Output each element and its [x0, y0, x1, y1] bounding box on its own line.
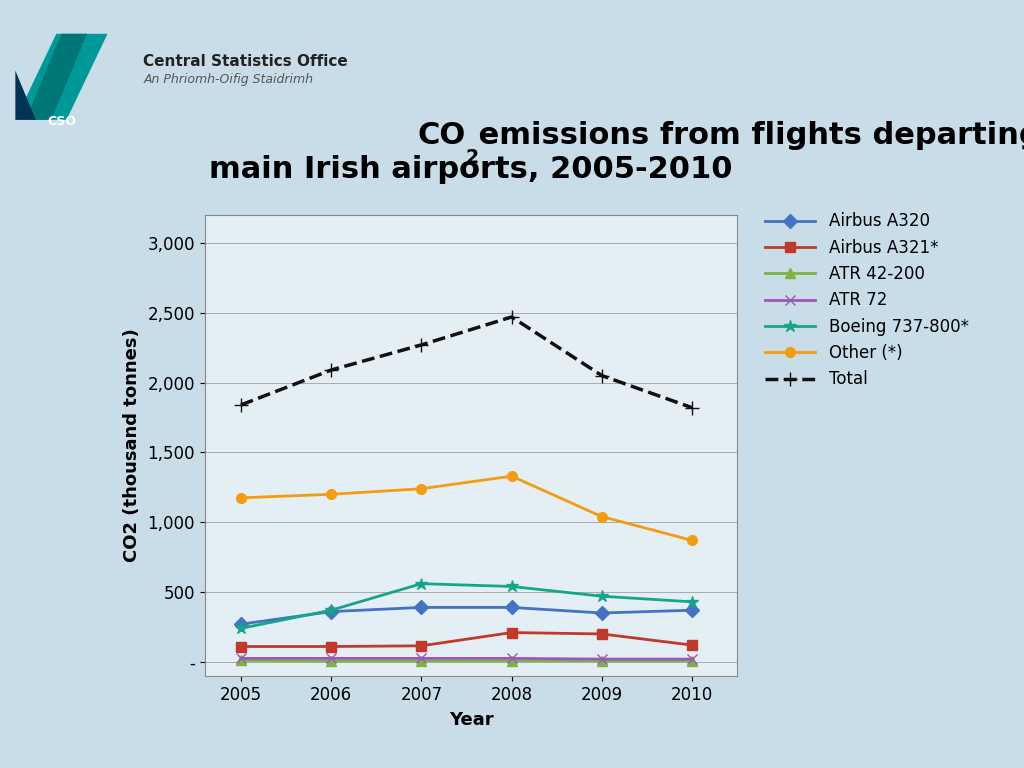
- ATR 72: [234, 654, 247, 663]
- Text: 2: 2: [466, 147, 479, 167]
- Line: Airbus A321*: Airbus A321*: [237, 627, 697, 651]
- ATR 42-200: [234, 656, 247, 665]
- ATR 42-200: [596, 656, 608, 665]
- Boeing 737-800*: [234, 624, 247, 633]
- Text: main Irish airports, 2005-2010: main Irish airports, 2005-2010: [209, 155, 733, 184]
- Airbus A321*: [596, 629, 608, 638]
- Text: An Phriomh-Oifig Staidrimh: An Phriomh-Oifig Staidrimh: [143, 73, 313, 86]
- Airbus A321*: [325, 642, 337, 651]
- Line: Boeing 737-800*: Boeing 737-800*: [234, 578, 698, 634]
- Polygon shape: [26, 34, 87, 120]
- Legend: Airbus A320, Airbus A321*, ATR 42-200, ATR 72, Boeing 737-800*, Other (*), Total: Airbus A320, Airbus A321*, ATR 42-200, A…: [759, 206, 975, 396]
- Airbus A320: [596, 608, 608, 617]
- Total: [416, 340, 428, 349]
- Airbus A320: [506, 603, 518, 612]
- Airbus A320: [686, 606, 698, 615]
- Text: CSO: CSO: [47, 115, 76, 128]
- Airbus A320: [234, 620, 247, 629]
- Line: Airbus A320: Airbus A320: [237, 603, 697, 629]
- ATR 72: [416, 654, 428, 663]
- Other (*): [686, 536, 698, 545]
- Airbus A320: [416, 603, 428, 612]
- Airbus A321*: [234, 642, 247, 651]
- ATR 72: [686, 654, 698, 664]
- Line: Other (*): Other (*): [237, 472, 697, 545]
- Total: [506, 313, 518, 322]
- Airbus A320: [325, 607, 337, 616]
- Polygon shape: [15, 71, 36, 120]
- Airbus A321*: [506, 628, 518, 637]
- Line: ATR 72: ATR 72: [237, 654, 697, 664]
- Boeing 737-800*: [596, 591, 608, 601]
- ATR 72: [596, 654, 608, 664]
- Other (*): [234, 493, 247, 502]
- Airbus A321*: [416, 641, 428, 650]
- Text: Central Statistics Office: Central Statistics Office: [143, 54, 348, 69]
- ATR 42-200: [325, 656, 337, 665]
- Other (*): [596, 512, 608, 521]
- Line: ATR 42-200: ATR 42-200: [237, 656, 697, 666]
- Line: Total: Total: [233, 310, 699, 415]
- Other (*): [325, 490, 337, 499]
- Text: CO: CO: [418, 121, 466, 150]
- Y-axis label: CO2 (thousand tonnes): CO2 (thousand tonnes): [123, 329, 140, 562]
- Boeing 737-800*: [416, 579, 428, 588]
- Total: [596, 371, 608, 380]
- ATR 72: [325, 654, 337, 663]
- X-axis label: Year: Year: [449, 710, 494, 729]
- ATR 72: [506, 654, 518, 663]
- Airbus A321*: [686, 641, 698, 650]
- Text: emissions from flights departing: emissions from flights departing: [468, 121, 1024, 150]
- ATR 42-200: [506, 656, 518, 665]
- ATR 42-200: [416, 656, 428, 665]
- Boeing 737-800*: [506, 582, 518, 591]
- Other (*): [416, 484, 428, 493]
- Boeing 737-800*: [686, 598, 698, 607]
- Polygon shape: [15, 34, 108, 120]
- Total: [686, 403, 698, 412]
- ATR 42-200: [686, 656, 698, 665]
- Boeing 737-800*: [325, 606, 337, 615]
- Other (*): [506, 472, 518, 481]
- Total: [234, 400, 247, 409]
- Total: [325, 366, 337, 375]
